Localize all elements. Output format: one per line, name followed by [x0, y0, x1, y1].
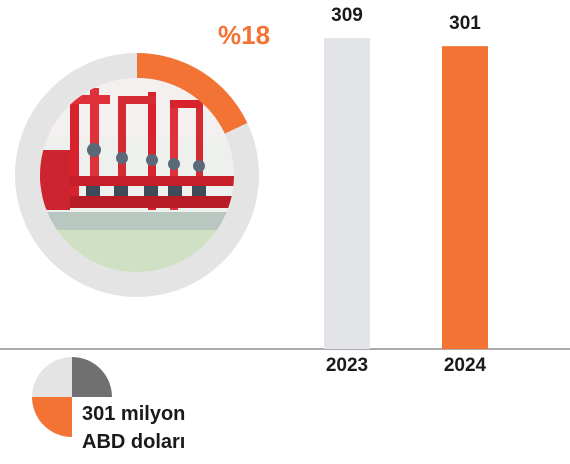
legend-line-2: ABD doları: [82, 431, 186, 453]
legend-label: 301 milyon ABD doları: [82, 400, 185, 456]
legend-gray-quarter: [72, 357, 112, 397]
x-tick-label: 2023: [325, 355, 369, 376]
bar-series: [324, 38, 488, 350]
x-tick-label: 2024: [443, 355, 487, 376]
bar-value-label: 301: [449, 13, 481, 35]
donut-chart: [14, 53, 259, 297]
legend-orange-quarter: [32, 397, 72, 437]
pie-slice-highlight: [137, 53, 248, 135]
legend-line-1: 301 milyon: [82, 403, 186, 425]
pie-percent-label: %18: [218, 20, 271, 50]
bar-2024: [442, 46, 488, 349]
bar-2023: [324, 38, 370, 350]
bar-value-label: 309: [331, 5, 363, 27]
legend-light-quarter: [32, 357, 72, 397]
legend-icon: [32, 357, 112, 437]
piping-photo: [40, 78, 234, 272]
